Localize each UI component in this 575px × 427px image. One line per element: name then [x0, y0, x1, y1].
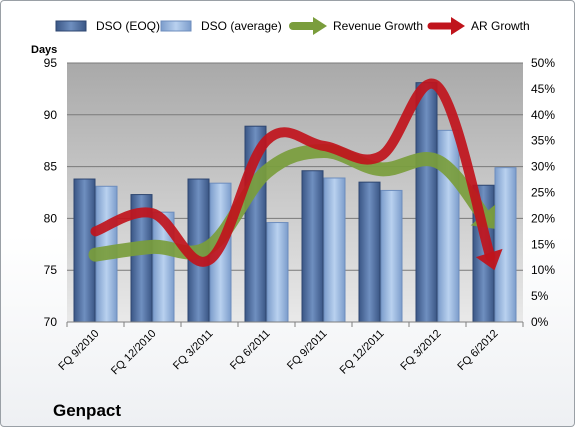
legend-label: Revenue Growth	[333, 19, 423, 33]
revenue-growth-line	[88, 144, 493, 262]
x-tick-label: FQ 9/2010	[56, 328, 101, 373]
legend-swatch-arrowhead	[451, 17, 465, 35]
y-axis-left-title: Days	[31, 44, 57, 56]
x-tick-label: FQ 9/2011	[285, 328, 330, 373]
y-right-tick-label: 25%	[531, 186, 555, 200]
legend-label: DSO (average)	[201, 19, 282, 33]
y-left-tick-label: 95	[44, 56, 58, 70]
y-left-tick-label: 75	[44, 263, 58, 277]
y-axis-left-ticks: 70 75 80 85 90 95	[44, 56, 58, 329]
y-left-tick-label: 90	[44, 108, 58, 122]
bar-dso-average	[494, 167, 517, 323]
legend-swatch	[160, 20, 192, 32]
x-tick-label: FQ 6/2012	[455, 328, 500, 373]
ar-growth-arrowhead	[475, 248, 503, 271]
y-left-tick-label: 80	[44, 211, 58, 225]
y-right-tick-label: 15%	[531, 237, 555, 251]
growth-lines	[88, 78, 503, 271]
legend-label: DSO (EOQ)	[96, 19, 160, 33]
x-axis-ticks: FQ 9/2010 FQ 12/2010 FQ 3/2011 FQ 6/2011 FQ …	[56, 322, 524, 378]
x-tick-label: FQ 12/2010	[109, 328, 159, 378]
bar-dso-eoq	[415, 82, 438, 323]
legend-label: AR Growth	[471, 19, 530, 33]
x-tick-label: FQ 3/2012	[398, 328, 443, 373]
bar-dso-eoq	[358, 181, 381, 323]
y-left-tick-label: 70	[44, 315, 58, 329]
bar-dso-average	[323, 177, 346, 323]
company-name: Genpact	[53, 401, 121, 420]
bar-dso-average	[380, 189, 403, 323]
ar-growth-line	[90, 78, 496, 267]
y-axis-right-ticks: 0% 5% 10% 15% 20% 25% 30% 35% 40% 45% 50%	[531, 56, 555, 329]
y-right-tick-label: 40%	[531, 108, 555, 122]
y-right-tick-label: 0%	[531, 315, 549, 329]
bar-dso-average	[266, 222, 289, 323]
y-right-tick-label: 10%	[531, 263, 555, 277]
y-left-tick-label: 85	[44, 160, 58, 174]
x-tick-label: FQ 3/2011	[171, 328, 216, 373]
y-right-tick-label: 50%	[531, 56, 555, 70]
legend-swatch-arrowhead	[313, 17, 327, 35]
legend-swatch	[55, 20, 87, 32]
legend: DSO (EOQ) DSO (average) Revenue Growth AR G…	[55, 17, 530, 35]
x-tick-label: FQ 6/2011	[228, 328, 273, 373]
y-right-tick-label: 5%	[531, 289, 549, 303]
bar-dso-eoq	[301, 170, 324, 323]
y-right-tick-label: 35%	[531, 134, 555, 148]
y-right-tick-label: 20%	[531, 211, 555, 225]
y-right-tick-label: 30%	[531, 160, 555, 174]
x-tick-label: FQ 12/2011	[338, 328, 387, 377]
y-right-tick-label: 45%	[531, 82, 555, 96]
